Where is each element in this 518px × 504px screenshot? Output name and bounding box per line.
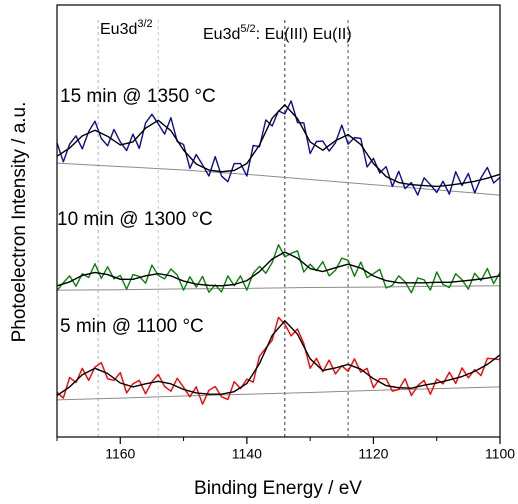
fit-line — [56, 104, 501, 188]
annotation-superscript: 3/2 — [137, 18, 152, 30]
annotation-text: Eu3d — [203, 26, 240, 43]
fit-line — [56, 320, 501, 397]
series-label: 10 min @ 1300 °C — [57, 209, 213, 230]
plot-frame — [56, 4, 501, 438]
background-line — [56, 285, 501, 291]
series-label: 5 min @ 1100 °C — [60, 316, 204, 337]
x-tick-label: 1120 — [358, 446, 388, 462]
annotation: Eu3d5/2: Eu(III) Eu(II) — [203, 23, 352, 43]
x-tick-label: 1100 — [485, 446, 515, 462]
series-label: 15 min @ 1350 °C — [60, 86, 216, 107]
data-line — [56, 100, 501, 196]
fit-line — [56, 251, 501, 287]
annotation-text: : Eu(III) Eu(II) — [256, 26, 352, 43]
background-line — [56, 162, 501, 196]
annotation: Eu3d3/2 — [100, 18, 153, 38]
y-axis-label: Photoelectron Intensity / a.u. — [9, 102, 30, 343]
background-line — [56, 386, 501, 401]
data-line — [56, 244, 501, 294]
annotation-text: Eu3d — [100, 21, 137, 38]
x-tick-label: 1140 — [232, 446, 262, 462]
x-axis-label: Binding Energy / eV — [194, 478, 362, 499]
annotation-superscript: 5/2 — [240, 23, 255, 35]
x-tick-label: 1160 — [105, 446, 135, 462]
